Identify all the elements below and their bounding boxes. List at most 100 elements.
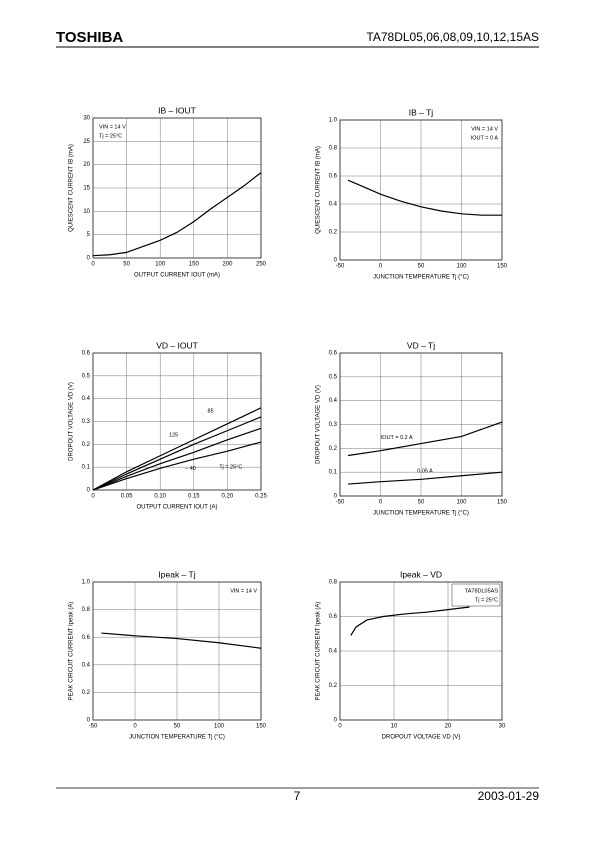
x-tick-label: 150 bbox=[497, 500, 508, 506]
y-tick-label: 0.3 bbox=[82, 419, 91, 425]
x-tick-label: 0.05 bbox=[121, 494, 133, 500]
chart-title: Ipeak – Tj bbox=[158, 569, 195, 579]
y-tick-label: 0.4 bbox=[329, 649, 338, 655]
y-tick-label: 25 bbox=[83, 139, 90, 145]
x-tick-label: 200 bbox=[222, 262, 233, 268]
y-tick-label: 0.2 bbox=[329, 230, 338, 236]
x-tick-label: 100 bbox=[456, 500, 467, 506]
x-tick-label: 0 bbox=[133, 724, 137, 730]
y-tick-label: 0.6 bbox=[82, 635, 91, 641]
annotation: VIN = 14 V bbox=[230, 588, 257, 594]
y-tick-label: 0 bbox=[87, 718, 91, 724]
y-tick-label: 0.1 bbox=[82, 465, 91, 471]
y-tick-label: 20 bbox=[83, 162, 90, 168]
y-tick-label: 0.8 bbox=[82, 607, 91, 613]
x-axis-label: OUTPUT CURRENT IOUT (mA) bbox=[134, 273, 220, 279]
y-axis-label: PEAK CIRCUIT CURRENT Ipeak (A) bbox=[316, 602, 322, 701]
x-tick-label: 50 bbox=[418, 264, 425, 270]
y-tick-label: 0.8 bbox=[329, 146, 338, 152]
x-axis-label: OUTPUT CURRENT IOUT (A) bbox=[136, 505, 217, 511]
page-number: 7 bbox=[294, 789, 301, 803]
data-line bbox=[101, 632, 262, 649]
y-tick-label: 0.4 bbox=[82, 396, 91, 402]
series-label: Tj = 25°C bbox=[219, 465, 242, 471]
data-line bbox=[92, 416, 262, 491]
y-tick-label: 0.8 bbox=[329, 580, 338, 586]
y-tick-label: 0.6 bbox=[329, 174, 338, 180]
x-axis-label: JUNCTION TEMPERATURE Tj (°C) bbox=[129, 735, 225, 741]
x-tick-label: 150 bbox=[256, 724, 267, 730]
y-axis-label: PEAK CIRCUIT CURRENT Ipeak (A) bbox=[69, 602, 75, 701]
series-label: 85 bbox=[208, 409, 214, 415]
y-tick-label: 0.4 bbox=[82, 662, 91, 668]
y-tick-label: 0 bbox=[334, 258, 338, 264]
y-axis-label: QUIESCENT CURRENT IB (mA) bbox=[316, 146, 322, 234]
data-line bbox=[92, 407, 262, 491]
y-tick-label: 5 bbox=[87, 232, 91, 238]
y-tick-label: 0.2 bbox=[329, 683, 338, 689]
x-tick-label: -50 bbox=[336, 264, 345, 270]
data-line bbox=[92, 441, 262, 491]
chart-title: Ipeak – VD bbox=[400, 569, 442, 579]
x-tick-label: 0.15 bbox=[188, 494, 200, 500]
y-tick-label: 10 bbox=[83, 209, 90, 215]
x-axis-label: JUNCTION TEMPERATURE Tj (°C) bbox=[373, 511, 469, 517]
part-number: TA78DL05,06,08,09,10,12,15AS bbox=[366, 30, 539, 44]
y-tick-label: 0 bbox=[334, 494, 338, 500]
x-tick-label: 0 bbox=[379, 264, 383, 270]
y-tick-label: 1.0 bbox=[329, 118, 338, 124]
series-label: − 40 bbox=[185, 466, 196, 472]
x-tick-label: 100 bbox=[456, 264, 467, 270]
chart-title: IB – IOUT bbox=[158, 105, 196, 115]
x-tick-label: -50 bbox=[89, 724, 98, 730]
x-tick-label: 0.20 bbox=[222, 494, 234, 500]
y-tick-label: 0.2 bbox=[82, 690, 91, 696]
y-tick-label: 0.5 bbox=[329, 374, 338, 380]
x-tick-label: 0 bbox=[379, 500, 383, 506]
y-tick-label: 0.4 bbox=[329, 202, 338, 208]
chart-title: VD – Tj bbox=[407, 340, 435, 350]
annotation: IOUT = 0 A bbox=[471, 135, 499, 141]
annotation: Tj = 25°C bbox=[475, 597, 498, 603]
data-line bbox=[92, 172, 262, 257]
y-tick-label: 0.2 bbox=[329, 446, 338, 452]
y-tick-label: 0.2 bbox=[82, 442, 91, 448]
data-line bbox=[350, 606, 470, 636]
y-tick-label: 0.6 bbox=[329, 351, 338, 357]
data-line bbox=[347, 179, 502, 216]
y-tick-label: 0.3 bbox=[329, 422, 338, 428]
series-label: 125 bbox=[169, 433, 178, 439]
x-tick-label: -50 bbox=[336, 500, 345, 506]
x-axis-label: JUNCTION TEMPERATURE Tj (°C) bbox=[373, 275, 469, 281]
x-axis-label: DROPOUT VOLTAGE VD (V) bbox=[382, 735, 461, 741]
y-tick-label: 1.0 bbox=[82, 580, 91, 586]
annotation: Tj = 25°C bbox=[99, 133, 122, 139]
y-tick-label: 0.1 bbox=[329, 470, 338, 476]
x-tick-label: 0 bbox=[338, 724, 342, 730]
x-tick-label: 20 bbox=[445, 724, 452, 730]
y-tick-label: 0.4 bbox=[329, 398, 338, 404]
data-line bbox=[348, 421, 503, 457]
x-tick-label: 100 bbox=[214, 724, 225, 730]
y-tick-label: 0 bbox=[87, 488, 91, 494]
y-tick-label: 0.6 bbox=[329, 614, 338, 620]
x-tick-label: 0 bbox=[91, 494, 95, 500]
x-tick-label: 50 bbox=[123, 262, 130, 268]
series-label: 0.05 A bbox=[417, 468, 433, 474]
y-tick-label: 0.6 bbox=[82, 351, 91, 357]
y-axis-label: QUIESCENT CURRENT IB (mA) bbox=[69, 144, 75, 232]
y-tick-label: 0.5 bbox=[82, 373, 91, 379]
x-tick-label: 30 bbox=[499, 724, 506, 730]
x-tick-label: 50 bbox=[174, 724, 181, 730]
y-tick-label: 0 bbox=[334, 718, 338, 724]
logo: TOSHIBA bbox=[56, 29, 123, 46]
x-tick-label: 150 bbox=[497, 264, 508, 270]
x-tick-label: 0.10 bbox=[154, 494, 166, 500]
annotation: TA78DL05AS bbox=[465, 588, 499, 594]
x-tick-label: 100 bbox=[155, 262, 166, 268]
y-tick-label: 0 bbox=[87, 256, 91, 262]
chart-title: VD – IOUT bbox=[156, 340, 198, 350]
annotation: VIN = 14 V bbox=[471, 126, 498, 132]
data-line bbox=[92, 427, 262, 491]
